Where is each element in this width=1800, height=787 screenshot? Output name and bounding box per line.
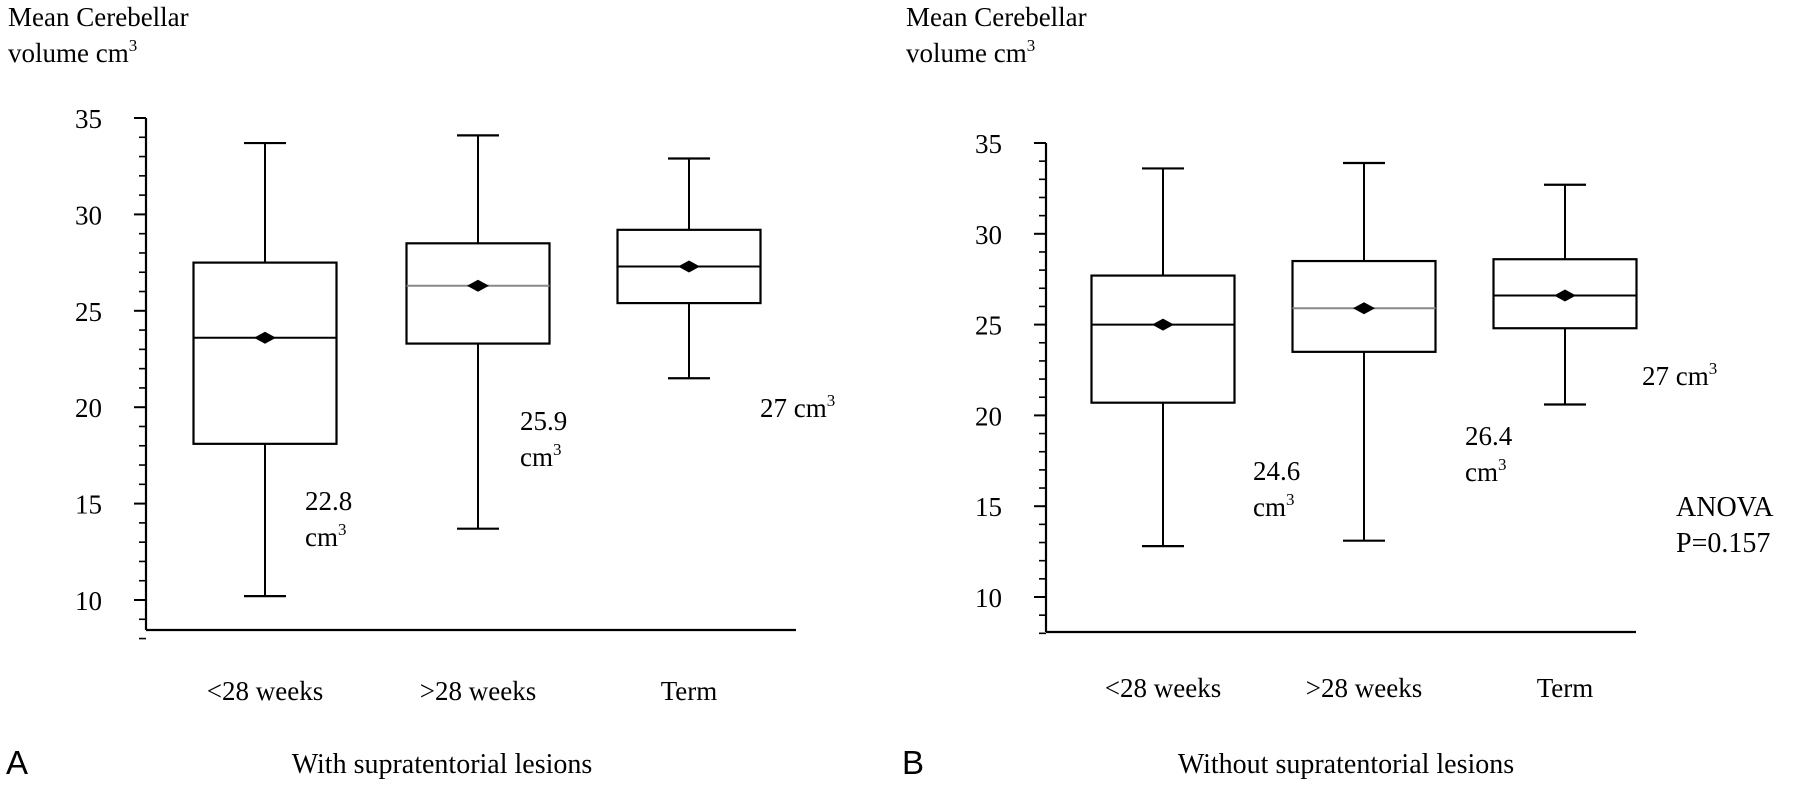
- box-plot: [192, 141, 338, 598]
- svg-text:27 cm3: 27 cm3: [760, 391, 835, 423]
- value-label: 24.6 cm3: [1253, 456, 1300, 522]
- value-label: 25.9 cm3: [520, 406, 567, 472]
- value-label-number: 22.8: [305, 486, 352, 516]
- panel-a: Mean Cerebellar volume cm3 101520253035 …: [6, 2, 835, 781]
- x-tick-labels: <28 weeks >28 weeks Term: [207, 676, 718, 706]
- y-tick-label: 30: [975, 220, 1002, 250]
- box-plot: [1291, 161, 1437, 542]
- box-plot: [616, 157, 762, 380]
- value-label: 26.4 cm3: [1465, 421, 1513, 487]
- anova-label: ANOVA: [1676, 492, 1774, 523]
- x-tick-labels: <28 weeks >28 weeks Term: [1105, 673, 1594, 703]
- value-label-sup: 3: [1498, 455, 1507, 474]
- panel-letter: A: [6, 744, 28, 781]
- y-axis-label-line1: Mean Cerebellar: [8, 2, 189, 32]
- box-plot: [1090, 167, 1236, 548]
- y-axis-label-line2: volume cm: [8, 38, 129, 68]
- panel-b: Mean Cerebellar volume cm3 101520253035 …: [902, 2, 1774, 781]
- x-tick-label: >28 weeks: [1306, 673, 1422, 703]
- svg-text:cm3: cm3: [1465, 455, 1507, 487]
- mean-marker: [467, 279, 489, 292]
- x-tick-label: <28 weeks: [207, 676, 323, 706]
- value-label-sup: 3: [338, 520, 347, 539]
- value-label: 27 cm3: [760, 391, 835, 423]
- svg-text:cm3: cm3: [520, 440, 562, 472]
- box-plot: [405, 134, 551, 530]
- value-label-sup: 3: [553, 440, 562, 459]
- boxes: [192, 134, 762, 598]
- mean-marker: [1152, 318, 1174, 331]
- y-tick-label: 25: [75, 297, 102, 327]
- iqr-box: [1090, 274, 1236, 404]
- x-tick-label: >28 weeks: [420, 676, 536, 706]
- svg-text:cm3: cm3: [1253, 490, 1295, 522]
- y-tick-label: 20: [975, 401, 1002, 431]
- y-axis-label-sup: 3: [1027, 36, 1036, 55]
- y-tick-label: 25: [975, 311, 1002, 341]
- value-label-number: 25.9: [520, 406, 567, 436]
- x-tick-label: Term: [1537, 673, 1594, 703]
- y-tick-label: 20: [75, 393, 102, 423]
- value-label-unit: cm: [1253, 492, 1286, 522]
- svg-text:27 cm3: 27 cm3: [1642, 359, 1717, 391]
- value-label: 22.8 cm3: [305, 486, 352, 552]
- y-axis-label-sup: 3: [129, 36, 138, 55]
- mean-marker: [254, 331, 276, 344]
- anova-p-value: P=0.157: [1676, 528, 1770, 559]
- box-plot: [1492, 183, 1638, 406]
- value-label: 27 cm3: [1642, 359, 1717, 391]
- y-tick-label: 30: [75, 200, 102, 230]
- boxes: [1090, 161, 1638, 548]
- svg-text:volume cm3: volume cm3: [8, 36, 137, 68]
- svg-text:volume cm3: volume cm3: [906, 36, 1035, 68]
- panel-letter: B: [902, 744, 924, 781]
- chart-title: Without supratentorial lesions: [1178, 749, 1514, 780]
- y-tick-label: 35: [75, 104, 102, 134]
- chart-title: With supratentorial lesions: [292, 749, 593, 780]
- x-tick-label: <28 weeks: [1105, 673, 1221, 703]
- value-label-number: 27 cm: [1642, 361, 1709, 391]
- y-tick-label: 10: [975, 583, 1002, 613]
- mean-marker: [678, 260, 700, 273]
- value-label-sup: 3: [1286, 490, 1295, 509]
- value-label-number: 24.6: [1253, 456, 1300, 486]
- y-tick-label: 15: [75, 490, 102, 520]
- value-label-sup: 3: [1709, 359, 1718, 378]
- y-tick-label: 10: [75, 586, 102, 616]
- value-label-unit: cm: [1465, 457, 1498, 487]
- value-label-number: 26.4: [1465, 421, 1513, 451]
- x-tick-label: Term: [661, 676, 718, 706]
- y-axis-label-line1: Mean Cerebellar: [906, 2, 1087, 32]
- y-axis: 10 15 20 25 30 35: [75, 104, 796, 640]
- y-axis: 10 15 20 25 30 35: [975, 129, 1636, 635]
- value-label-number: 27 cm: [760, 393, 827, 423]
- value-label-unit: cm: [305, 522, 338, 552]
- value-label-sup: 3: [827, 391, 836, 410]
- y-axis-label-line2: volume cm: [906, 38, 1027, 68]
- iqr-box: [192, 261, 338, 445]
- y-tick-label: 35: [975, 129, 1002, 159]
- mean-marker: [1554, 289, 1576, 302]
- svg-text:cm3: cm3: [305, 520, 347, 552]
- iqr-box: [405, 242, 551, 345]
- mean-marker: [1353, 302, 1375, 315]
- value-label-unit: cm: [520, 442, 553, 472]
- y-tick-label: 15: [975, 492, 1002, 522]
